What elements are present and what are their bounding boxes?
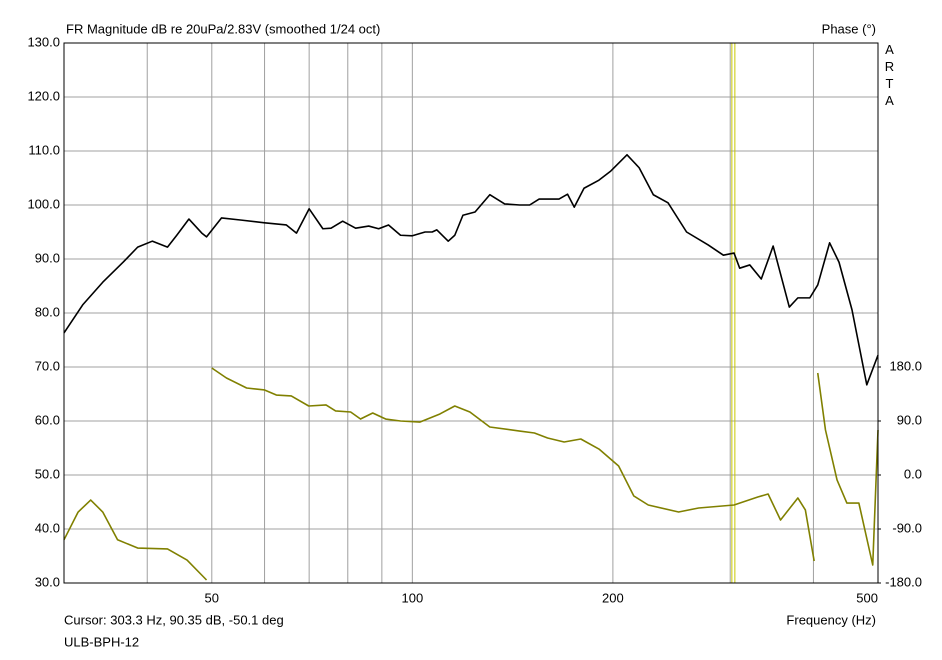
plot-frame bbox=[63, 42, 879, 584]
y-tick-label: 90.0 bbox=[35, 250, 60, 265]
y-tick-label: 60.0 bbox=[35, 412, 60, 427]
y-tick-label: 80.0 bbox=[35, 304, 60, 319]
y2-tick-label: -180.0 bbox=[885, 574, 922, 589]
series-line bbox=[63, 367, 879, 581]
x-tick-label: 200 bbox=[602, 590, 624, 605]
x-tick-label: 500 bbox=[856, 590, 878, 605]
device-name: ULB-BPH-12 bbox=[64, 634, 139, 649]
x-tick-label: 50 bbox=[205, 590, 219, 605]
y-tick-label: 30.0 bbox=[35, 574, 60, 589]
y2-axis-label: Phase (°) bbox=[822, 21, 876, 36]
cursor-readout: Cursor: 303.3 Hz, 90.35 dB, -50.1 deg bbox=[64, 612, 284, 627]
y-tick-label: 110.0 bbox=[28, 142, 60, 157]
y2-tick-label: 0.0 bbox=[904, 466, 922, 481]
y-tick-label: 40.0 bbox=[35, 520, 60, 535]
x-axis-label: Frequency (Hz) bbox=[786, 612, 876, 627]
y-tick-label: 50.0 bbox=[35, 466, 60, 481]
y-tick-label: 70.0 bbox=[35, 358, 60, 373]
y2-tick-label: -90.0 bbox=[892, 520, 922, 535]
series-line bbox=[63, 153, 879, 386]
y2-tick-label: 90.0 bbox=[897, 412, 922, 427]
y-tick-label: 100.0 bbox=[27, 196, 60, 211]
y-tick-label: 130.0 bbox=[27, 34, 60, 49]
y2-tick-label: 180.0 bbox=[889, 358, 922, 373]
x-tick-label: 100 bbox=[401, 590, 423, 605]
y-tick-label: 120.0 bbox=[27, 88, 60, 103]
brand: ARTA bbox=[882, 42, 897, 110]
chart-title: FR Magnitude dB re 20uPa/2.83V (smoothed… bbox=[66, 21, 380, 36]
